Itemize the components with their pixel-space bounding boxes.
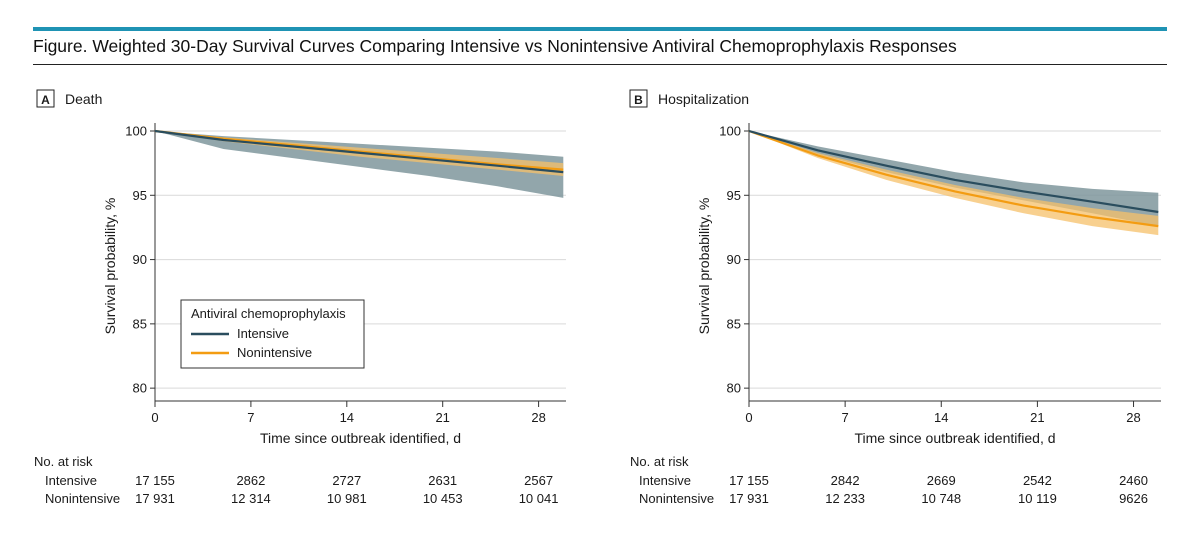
risk-value-b-intensive-4: 2460 (1119, 473, 1148, 488)
x-tick-label-a-0: 0 (151, 410, 158, 425)
title-rule (33, 64, 1167, 65)
y-tick-label-a-80: 80 (133, 381, 147, 396)
panel-a-title: Death (65, 91, 102, 107)
risk-value-a-intensive-1: 2862 (236, 473, 265, 488)
risk-value-b-intensive-3: 2542 (1023, 473, 1052, 488)
risk-row-label-a-nonintensive: Nonintensive (45, 491, 120, 506)
y-axis-label-a: Survival probability, % (102, 198, 118, 335)
panel-b-badge (629, 89, 648, 108)
y-tick-label-a-95: 95 (133, 188, 147, 203)
risk-table-label-b: No. at risk (630, 454, 689, 469)
risk-value-a-intensive-0: 17 155 (135, 473, 175, 488)
y-tick-label-b-80: 80 (727, 381, 741, 396)
risk-value-b-intensive-1: 2842 (831, 473, 860, 488)
series-line-b-intensive (748, 129, 1159, 214)
risk-value-b-intensive-2: 2669 (927, 473, 956, 488)
panel-b-title: Hospitalization (658, 91, 749, 107)
x-tick-label-b-28: 28 (1126, 410, 1140, 425)
x-tick-label-b-21: 21 (1030, 410, 1044, 425)
risk-row-label-b-intensive: Intensive (639, 473, 691, 488)
risk-value-a-nonintensive-0: 17 931 (135, 491, 175, 506)
risk-table-label-a: No. at risk (34, 454, 93, 469)
risk-value-b-nonintensive-3: 10 119 (1018, 491, 1057, 506)
x-axis-label-b: Time since outbreak identified, d (854, 430, 1055, 446)
ci-band-b-nonintensive (749, 131, 1159, 236)
risk-value-a-nonintensive-1: 12 314 (231, 491, 271, 506)
x-tick-label-a-21: 21 (435, 410, 449, 425)
x-tick-label-a-7: 7 (247, 410, 254, 425)
series-line-a-nonintensive (154, 129, 564, 171)
figure-title: Figure. Weighted 30-Day Survival Curves … (33, 36, 957, 56)
y-tick-label-a-100: 100 (125, 124, 147, 139)
ci-band-a-intensive (155, 131, 564, 198)
y-tick-label-a-85: 85 (133, 316, 147, 331)
accent-bar (33, 27, 1167, 31)
risk-value-a-nonintensive-3: 10 453 (423, 491, 463, 506)
y-tick-label-b-90: 90 (727, 252, 741, 267)
x-tick-label-a-28: 28 (531, 410, 545, 425)
legend-label-nonintensive: Nonintensive (237, 345, 312, 360)
risk-value-b-nonintensive-0: 17 931 (729, 491, 769, 506)
risk-value-b-nonintensive-2: 10 748 (921, 491, 961, 506)
panel-a-letter: A (41, 93, 50, 107)
x-tick-label-b-7: 7 (842, 410, 849, 425)
x-tick-label-b-14: 14 (934, 410, 948, 425)
risk-value-a-intensive-4: 2567 (524, 473, 553, 488)
y-tick-label-b-85: 85 (727, 316, 741, 331)
series-line-b-nonintensive (748, 129, 1159, 228)
panel-a-badge (36, 89, 55, 108)
risk-value-b-intensive-0: 17 155 (729, 473, 769, 488)
y-axis-label-b: Survival probability, % (696, 198, 712, 335)
risk-row-label-b-nonintensive: Nonintensive (639, 491, 714, 506)
risk-value-a-intensive-2: 2727 (332, 473, 361, 488)
risk-value-a-intensive-3: 2631 (428, 473, 457, 488)
y-tick-label-b-100: 100 (719, 124, 741, 139)
y-tick-label-b-95: 95 (727, 188, 741, 203)
risk-value-b-nonintensive-1: 12 233 (825, 491, 865, 506)
legend-label-intensive: Intensive (237, 326, 289, 341)
risk-value-a-nonintensive-4: 10 041 (519, 491, 559, 506)
x-axis-label-a: Time since outbreak identified, d (260, 430, 461, 446)
legend-title: Antiviral chemoprophylaxis (191, 306, 346, 321)
y-tick-label-a-90: 90 (133, 252, 147, 267)
risk-value-b-nonintensive-4: 9626 (1119, 491, 1148, 506)
x-tick-label-b-0: 0 (745, 410, 752, 425)
x-tick-label-a-14: 14 (340, 410, 354, 425)
series-line-a-intensive (154, 129, 564, 174)
panel-b-letter: B (634, 93, 643, 107)
risk-value-a-nonintensive-2: 10 981 (327, 491, 367, 506)
risk-row-label-a-intensive: Intensive (45, 473, 97, 488)
